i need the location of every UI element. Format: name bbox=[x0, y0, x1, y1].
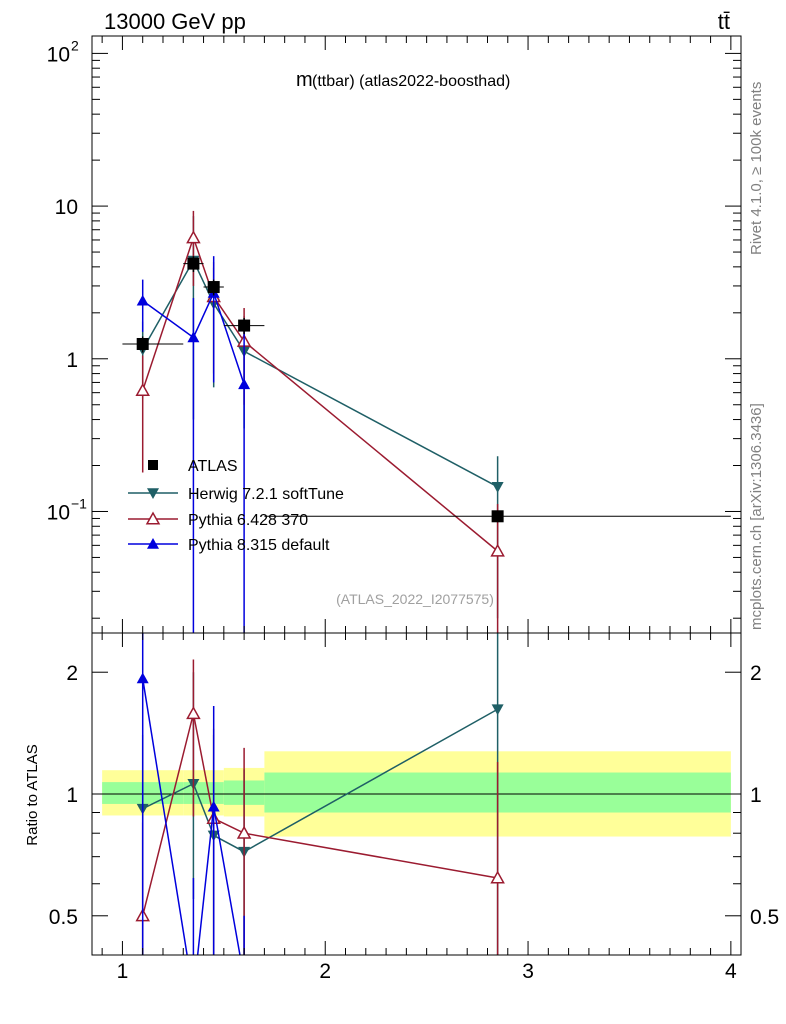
legend-marker bbox=[145, 511, 161, 525]
ratio-series-layer bbox=[135, 633, 505, 955]
ratio-data-point bbox=[136, 672, 149, 684]
main-data-point bbox=[238, 319, 251, 332]
main-y-tick-base: 1 bbox=[66, 349, 78, 372]
main-title-prefix: m bbox=[296, 69, 313, 91]
ratio-x-tick-label: 3 bbox=[522, 960, 534, 983]
legend-marker bbox=[148, 460, 158, 470]
main-y-tick-exponent: 2 bbox=[71, 37, 79, 53]
main-y-tick-exponent: −1 bbox=[71, 495, 87, 511]
ratio-data-point bbox=[491, 704, 504, 716]
ratio-panel: 1 2 3 4 0.5 0.5 1 1 2 2 Ratio to ATLAS bbox=[24, 632, 779, 983]
main-series-line bbox=[142, 290, 245, 385]
main-data-point bbox=[135, 382, 150, 397]
main-data-point bbox=[491, 510, 504, 523]
main-data-point bbox=[491, 482, 504, 493]
ratio-y-tick-label-left: 1 bbox=[66, 784, 78, 807]
main-y-tick-base: 10 bbox=[55, 196, 78, 219]
main-y-tick-label: 1 bbox=[66, 349, 78, 372]
ratio-data-point bbox=[490, 870, 505, 884]
rivet-version-label: Rivet 4.1.0, ≥ 100k events bbox=[748, 82, 765, 255]
main-data-point bbox=[186, 230, 201, 244]
ratio-series-2 bbox=[136, 633, 245, 955]
ratio-y-tick-label-right: 2 bbox=[750, 662, 762, 685]
main-data-point bbox=[490, 543, 505, 557]
legend-label: ATLAS bbox=[188, 458, 238, 475]
ratio-data-point bbox=[207, 800, 220, 812]
main-title-rest: (ttbar) (atlas2022-boosthad) bbox=[312, 73, 510, 90]
process-label: tt̄ bbox=[718, 9, 730, 34]
ratio-data-point bbox=[236, 825, 252, 839]
main-y-tick-base: 10 bbox=[47, 43, 70, 66]
ratio-x-tick-label: 2 bbox=[319, 960, 331, 983]
ratio-y-tick-label-right: 0.5 bbox=[750, 906, 779, 929]
legend-marker bbox=[147, 538, 159, 549]
ratio-frame bbox=[91, 632, 742, 956]
source-label: mcplots.cern.ch [arXiv:1306.3436] bbox=[748, 403, 765, 630]
legend-entry: Pythia 6.428 370 bbox=[128, 511, 308, 529]
legend-entry: Pythia 8.315 default bbox=[128, 537, 330, 554]
legend-label: Pythia 8.315 default bbox=[188, 537, 330, 554]
main-y-tick-label: 10 2 bbox=[47, 37, 79, 66]
main-data-point bbox=[187, 331, 200, 343]
main-series-3 bbox=[136, 256, 251, 633]
ratio-axis-ticks: 1 2 3 4 0.5 0.5 1 1 2 2 bbox=[49, 633, 779, 983]
main-y-tick-label: 10 bbox=[55, 196, 78, 219]
main-y-tick-base: 10 bbox=[47, 501, 70, 524]
main-data-point bbox=[136, 337, 149, 350]
energy-label: 13000 GeV pp bbox=[104, 9, 246, 34]
ratio-x-tick-label: 1 bbox=[117, 960, 129, 983]
legend-label: Pythia 6.428 370 bbox=[188, 512, 308, 529]
main-data-point bbox=[238, 378, 251, 390]
main-series-2 bbox=[135, 210, 505, 633]
ratio-y-tick-label-left: 2 bbox=[66, 662, 78, 685]
main-series-0 bbox=[122, 256, 731, 523]
main-data-point bbox=[136, 294, 149, 306]
main-series-1 bbox=[136, 216, 504, 619]
main-data-point bbox=[207, 281, 220, 294]
main-series-line bbox=[142, 258, 498, 488]
legend-entry: Herwig 7.2.1 softTune bbox=[128, 486, 344, 503]
legend: ATLAS Herwig 7.2.1 softTune Pythia 6.428 3… bbox=[128, 458, 344, 554]
ratio-x-tick-label: 4 bbox=[725, 960, 737, 983]
ratio-y-axis-label: Ratio to ATLAS bbox=[24, 744, 41, 845]
main-series-line bbox=[141, 235, 499, 552]
main-series-layer bbox=[122, 210, 731, 633]
analysis-watermark: (ATLAS_2022_I2077575) bbox=[336, 591, 494, 607]
main-data-point bbox=[187, 257, 200, 270]
main-y-tick-label: 10 −1 bbox=[47, 495, 88, 524]
legend-marker bbox=[147, 488, 159, 499]
legend-label: Herwig 7.2.1 softTune bbox=[188, 486, 344, 503]
ratio-series-line bbox=[141, 678, 241, 955]
legend-entry: ATLAS bbox=[148, 458, 238, 475]
ratio-y-tick-label-right: 1 bbox=[750, 784, 762, 807]
ratio-y-tick-label-left: 0.5 bbox=[49, 906, 78, 929]
ratio-data-point bbox=[186, 706, 201, 720]
